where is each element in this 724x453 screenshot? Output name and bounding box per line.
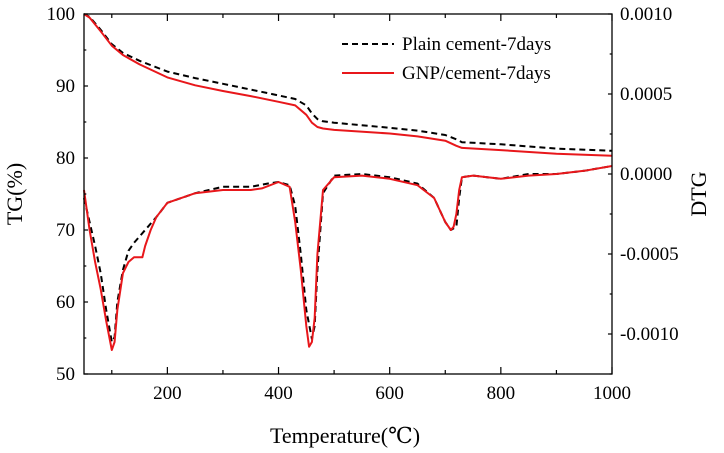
y-right-tick-label: 0.0010 bbox=[620, 4, 672, 25]
y-right-tick-label: 0.0005 bbox=[620, 84, 672, 105]
x-tick-label: 600 bbox=[375, 383, 404, 404]
y-left-tick-label: 90 bbox=[56, 76, 75, 97]
x-axis-title: Temperature(℃) bbox=[270, 423, 420, 448]
legend-label-gnp-cement: GNP/cement-7days bbox=[402, 63, 551, 84]
y-right-tick-label: -0.0010 bbox=[620, 324, 679, 345]
x-tick-label: 400 bbox=[264, 383, 293, 404]
y-right-tick-label: 0.0000 bbox=[620, 164, 672, 185]
ticks-layer bbox=[84, 14, 612, 374]
y-right-tick-label: -0.0005 bbox=[620, 244, 679, 265]
y-right-axis-title: DTG bbox=[686, 171, 711, 216]
legend: Plain cement-7days GNP/cement-7days bbox=[342, 34, 551, 84]
y-left-axis-title: TG(%) bbox=[2, 163, 27, 225]
tick-labels-layer: 200 400 600 800 1000 50 60 70 80 90 100 -0.0010 -0.0… bbox=[47, 4, 679, 404]
curves-layer bbox=[84, 14, 612, 350]
x-tick-label: 200 bbox=[153, 383, 182, 404]
x-tick-label: 1000 bbox=[593, 383, 631, 404]
legend-label-plain-cement: Plain cement-7days bbox=[402, 34, 551, 55]
series-line-2-dtg bbox=[84, 166, 612, 342]
x-tick-label: 800 bbox=[487, 383, 516, 404]
y-left-tick-label: 60 bbox=[56, 292, 75, 313]
y-left-tick-label: 70 bbox=[56, 220, 75, 241]
y-left-tick-label: 50 bbox=[56, 364, 75, 385]
series-line-0-tg bbox=[84, 14, 612, 151]
series-line-1-tg bbox=[84, 14, 612, 156]
y-left-tick-label: 100 bbox=[47, 4, 76, 25]
y-left-tick-label: 80 bbox=[56, 148, 75, 169]
series-line-3-dtg bbox=[84, 166, 612, 350]
